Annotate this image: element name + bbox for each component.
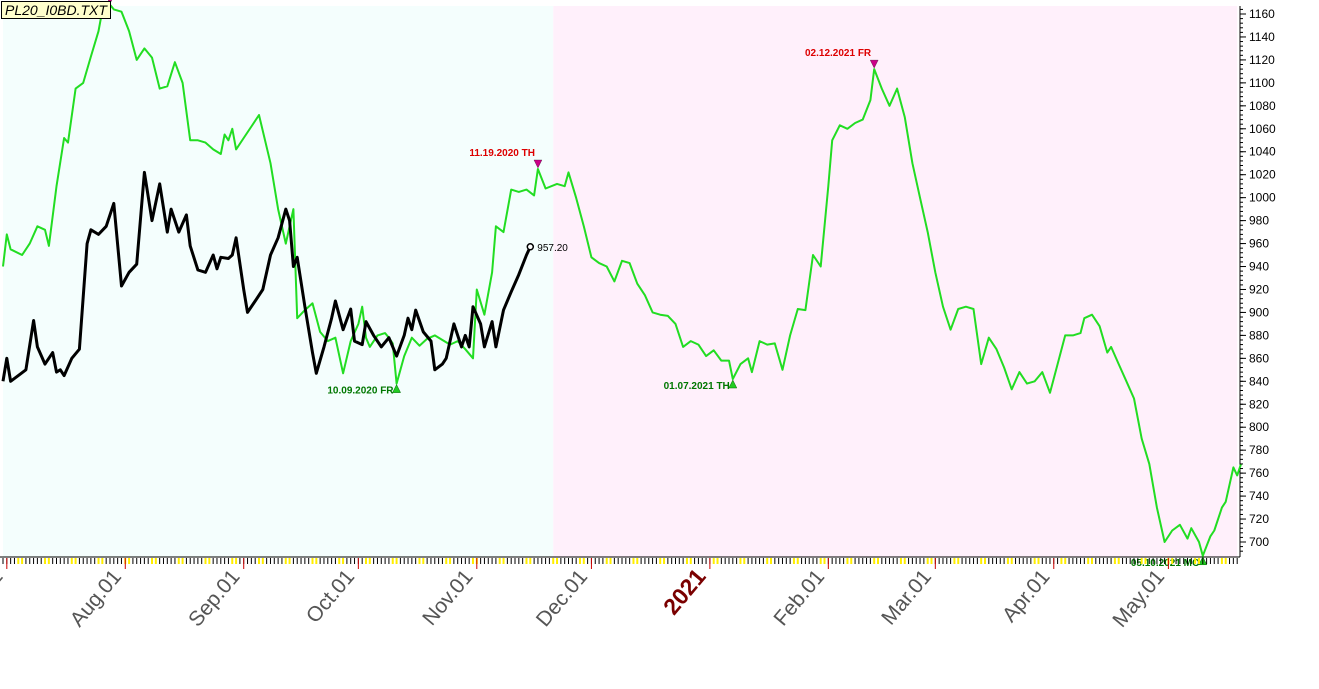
- background-regions: [3, 6, 1238, 557]
- y-tick-label: 780: [1249, 443, 1269, 457]
- y-tick-label: 760: [1249, 466, 1269, 480]
- y-tick-label: 1120: [1249, 53, 1275, 67]
- y-tick-label: 1080: [1249, 99, 1276, 113]
- x-tick-label: Aug.01: [66, 565, 126, 631]
- x-tick-label: Feb.01: [770, 565, 830, 630]
- turning-bottom-label: 10.09.2020 FR: [327, 386, 394, 397]
- y-tick-label: 1140: [1249, 30, 1275, 44]
- x-tick-label: Sep.01: [184, 565, 244, 631]
- y-tick-label: 1020: [1249, 168, 1276, 182]
- turning-bottom-label: 05.10.2021 MO: [1131, 558, 1200, 569]
- turning-bottom-label: 01.07.2021 TH: [664, 381, 730, 392]
- turning-bottom-marker: [392, 384, 401, 393]
- turning-top-label: 02.12.2021 FR: [805, 48, 872, 59]
- y-tick-label: 1100: [1249, 76, 1275, 90]
- x-tick-label: Oct.01: [302, 565, 359, 627]
- x-axis: Jul.01 Aug.01 Sep.01 Oct.01 Nov.01 Dec.01 2021…: [0, 558, 1238, 632]
- y-tick-label: 940: [1249, 260, 1269, 274]
- x-year-label: 2021: [658, 563, 711, 619]
- y-tick-label: 740: [1249, 489, 1269, 503]
- background-region-2: [553, 6, 1238, 557]
- y-tick-label: 900: [1249, 305, 1269, 319]
- x-tick-label: Nov.01: [418, 565, 477, 630]
- turning-top-marker: [533, 159, 543, 169]
- x-tick-label: Dec.01: [532, 565, 592, 631]
- y-tick-label: 1040: [1249, 145, 1276, 159]
- y-tick-label: 1000: [1249, 191, 1276, 205]
- y-tick-label: 860: [1249, 351, 1269, 365]
- turning-bottom-marker: [728, 379, 738, 389]
- y-tick-label: 1060: [1249, 122, 1276, 136]
- x-tick-label: Apr.01: [998, 565, 1055, 626]
- background-region-1: [3, 6, 554, 557]
- y-tick-label: 800: [1249, 420, 1269, 434]
- last-value-label: 957.20: [537, 243, 568, 254]
- y-tick-label: 1160: [1249, 7, 1275, 21]
- projection-line: [2, 3, 1242, 557]
- y-tick-label: 840: [1249, 374, 1269, 388]
- y-tick-label: 700: [1249, 535, 1269, 549]
- series-layer: 957.20: [1, 3, 1242, 557]
- price-line: [1, 170, 532, 383]
- y-tick-label: 980: [1249, 214, 1269, 228]
- y-tick-label: 960: [1249, 237, 1269, 251]
- y-tick-label: 820: [1249, 397, 1269, 411]
- symbol-label: PL20_I0BD.TXT: [1, 1, 111, 19]
- y-tick-label: 880: [1249, 328, 1269, 342]
- x-tick-label: Mar.01: [877, 565, 936, 629]
- y-tick-label: 720: [1249, 512, 1269, 526]
- turning-top-marker: [869, 59, 879, 69]
- turning-top-label: 11.19.2020 TH: [469, 148, 535, 159]
- x-tick-label: Jul.01: [0, 565, 8, 623]
- x-tick-label: May.01: [1108, 565, 1169, 631]
- y-tick-label: 920: [1249, 282, 1269, 296]
- last-value-marker: [526, 243, 535, 251]
- y-axis: 700 720 740 760 780 800 820 840 860 880 900 920 940 9…: [1240, 7, 1276, 552]
